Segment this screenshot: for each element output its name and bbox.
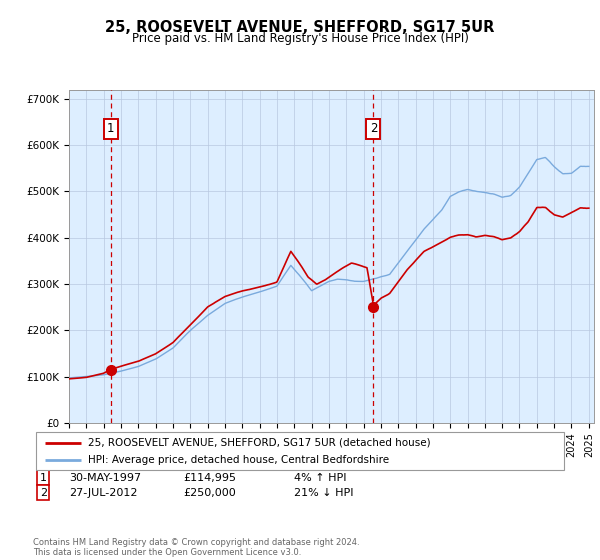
Text: HPI: Average price, detached house, Central Bedfordshire: HPI: Average price, detached house, Cent… bbox=[88, 455, 389, 465]
Text: Contains HM Land Registry data © Crown copyright and database right 2024.
This d: Contains HM Land Registry data © Crown c… bbox=[33, 538, 359, 557]
Text: 1: 1 bbox=[40, 473, 47, 483]
Text: 21% ↓ HPI: 21% ↓ HPI bbox=[294, 488, 353, 498]
Text: 2: 2 bbox=[40, 488, 47, 498]
Text: 2: 2 bbox=[370, 123, 377, 136]
Text: Price paid vs. HM Land Registry's House Price Index (HPI): Price paid vs. HM Land Registry's House … bbox=[131, 32, 469, 45]
Text: 25, ROOSEVELT AVENUE, SHEFFORD, SG17 5UR: 25, ROOSEVELT AVENUE, SHEFFORD, SG17 5UR bbox=[106, 20, 494, 35]
Text: £250,000: £250,000 bbox=[183, 488, 236, 498]
Text: 27-JUL-2012: 27-JUL-2012 bbox=[69, 488, 137, 498]
Text: £114,995: £114,995 bbox=[183, 473, 236, 483]
Text: 30-MAY-1997: 30-MAY-1997 bbox=[69, 473, 141, 483]
Text: 25, ROOSEVELT AVENUE, SHEFFORD, SG17 5UR (detached house): 25, ROOSEVELT AVENUE, SHEFFORD, SG17 5UR… bbox=[88, 438, 431, 448]
Text: 4% ↑ HPI: 4% ↑ HPI bbox=[294, 473, 347, 483]
Text: 1: 1 bbox=[107, 123, 115, 136]
